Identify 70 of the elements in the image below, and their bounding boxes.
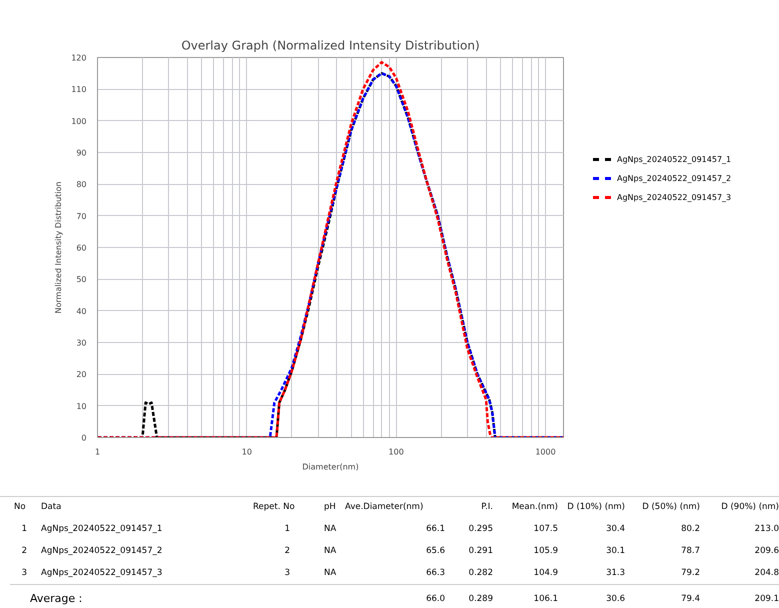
text: 66.0 (426, 592, 445, 606)
y-tick-label: 60 (76, 244, 87, 252)
y-tick-label: 100 (71, 116, 87, 126)
text: 0.282 (468, 566, 493, 580)
text: 209.6 (754, 544, 779, 558)
text: NA (324, 544, 336, 558)
text: 3 (284, 566, 290, 580)
text: 79.4 (681, 592, 700, 606)
y-tick-label: 110 (71, 85, 87, 94)
x-tick-label: 1000 (535, 448, 556, 456)
text: D (50%) (nm) (642, 500, 700, 514)
text: 106.1 (534, 592, 558, 606)
text: AgNps_20240522_091457_3 (41, 566, 162, 580)
x-axis-title: Diameter(nm) (302, 462, 359, 472)
text: Repet. No (253, 500, 295, 514)
y-tick-label: 80 (76, 180, 87, 190)
text: 1 (284, 522, 290, 536)
text: 107.5 (534, 522, 558, 536)
x-tick-label: 100 (388, 448, 404, 456)
text: 2 (22, 544, 27, 558)
text: Average : (30, 591, 82, 607)
y-tick-label: 10 (76, 402, 87, 411)
text: 66.3 (426, 566, 445, 580)
text: 0.289 (468, 592, 493, 606)
y-tick-label: 70 (76, 212, 87, 221)
legend-label: AgNps_20240522_091457_3 (617, 192, 732, 204)
text: 79.2 (681, 566, 700, 580)
y-tick-label: 40 (76, 306, 87, 316)
text: 2 (284, 544, 290, 558)
text: 65.6 (426, 544, 445, 558)
text: Mean.(nm) (512, 500, 558, 514)
text: 0.291 (468, 544, 493, 558)
text: 209.1 (754, 592, 779, 606)
text: No (14, 500, 26, 514)
text: 30.4 (606, 522, 625, 536)
x-tick-label: 1 (94, 448, 100, 456)
chart-title: Overlay Graph (Normalized Intensity Distribution) (181, 38, 480, 52)
text: 80.2 (681, 522, 700, 536)
text: Data (41, 500, 62, 514)
text: 1 (22, 522, 27, 536)
y-tick-label: 0 (81, 434, 87, 442)
text: 30.1 (606, 544, 625, 558)
text: P.I. (481, 500, 493, 514)
x-tick-label: 10 (242, 448, 252, 456)
text: 30.6 (606, 592, 625, 606)
text: 31.3 (606, 566, 625, 580)
text: 104.9 (534, 566, 558, 580)
text: 0.295 (468, 522, 493, 536)
y-tick-label: 30 (76, 338, 87, 348)
text: 105.9 (534, 544, 558, 558)
text: 3 (22, 566, 27, 580)
legend-label: AgNps_20240522_091457_2 (617, 172, 732, 184)
text: 213.0 (754, 522, 779, 536)
text: Ave.Diameter(nm) (345, 500, 424, 514)
text: 204.8 (754, 566, 779, 580)
text: 66.1 (426, 522, 445, 536)
text: 78.7 (681, 544, 700, 558)
text: D (90%) (nm) (721, 500, 779, 514)
y-tick-label: 120 (71, 54, 87, 62)
legend-label: AgNps_20240522_091457_1 (617, 154, 732, 166)
text: NA (324, 566, 336, 580)
text: pH (324, 500, 336, 514)
text: AgNps_20240522_091457_1 (41, 522, 162, 536)
y-tick-label: 90 (76, 148, 87, 158)
y-tick-label: 50 (76, 275, 87, 284)
text: NA (324, 522, 336, 536)
text: D (10%) (nm) (567, 500, 625, 514)
y-tick-label: 20 (76, 370, 87, 380)
y-axis-title: Normalized Intensity Distribution (54, 182, 64, 314)
text: AgNps_20240522_091457_2 (41, 544, 162, 558)
